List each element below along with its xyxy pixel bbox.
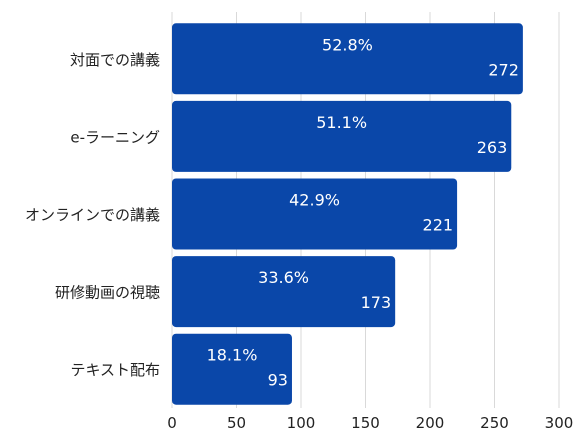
x-axis-tick-labels: 0 50 100 150 200 250 300	[167, 414, 573, 432]
bar-value-label: 263	[477, 138, 508, 157]
x-tick-label: 150	[351, 414, 380, 432]
x-tick-label: 100	[287, 414, 316, 432]
bar-percent-label: 52.8%	[322, 35, 373, 54]
bar	[172, 333, 292, 405]
bar	[172, 100, 512, 172]
x-tick-label: 200	[416, 414, 445, 432]
bar-value-label: 93	[268, 371, 288, 390]
category-label: テキスト配布	[70, 361, 160, 379]
category-label: e-ラーニング	[70, 128, 160, 146]
bar-value-label: 272	[488, 60, 519, 79]
bar-percent-label: 42.9%	[289, 191, 340, 210]
bar	[172, 256, 396, 328]
category-label: 研修動画の視聴	[55, 284, 160, 302]
bar-percent-label: 18.1%	[207, 346, 258, 365]
x-tick-label: 0	[167, 414, 177, 432]
category-label: 対面での講義	[70, 51, 160, 69]
bar-percent-label: 51.1%	[316, 113, 367, 132]
bar	[172, 23, 523, 95]
category-label: オンラインでの講義	[25, 206, 160, 224]
x-tick-label: 50	[227, 414, 246, 432]
bars: 52.8% 272 51.1% 263 42.9% 221 33.6% 173 18.1% 93	[172, 23, 523, 405]
bar-percent-label: 33.6%	[258, 268, 309, 287]
bar-value-label: 173	[361, 293, 392, 312]
x-tick-label: 300	[545, 414, 574, 432]
bar	[172, 178, 458, 250]
bar-value-label: 221	[423, 216, 454, 235]
x-tick-label: 250	[480, 414, 509, 432]
